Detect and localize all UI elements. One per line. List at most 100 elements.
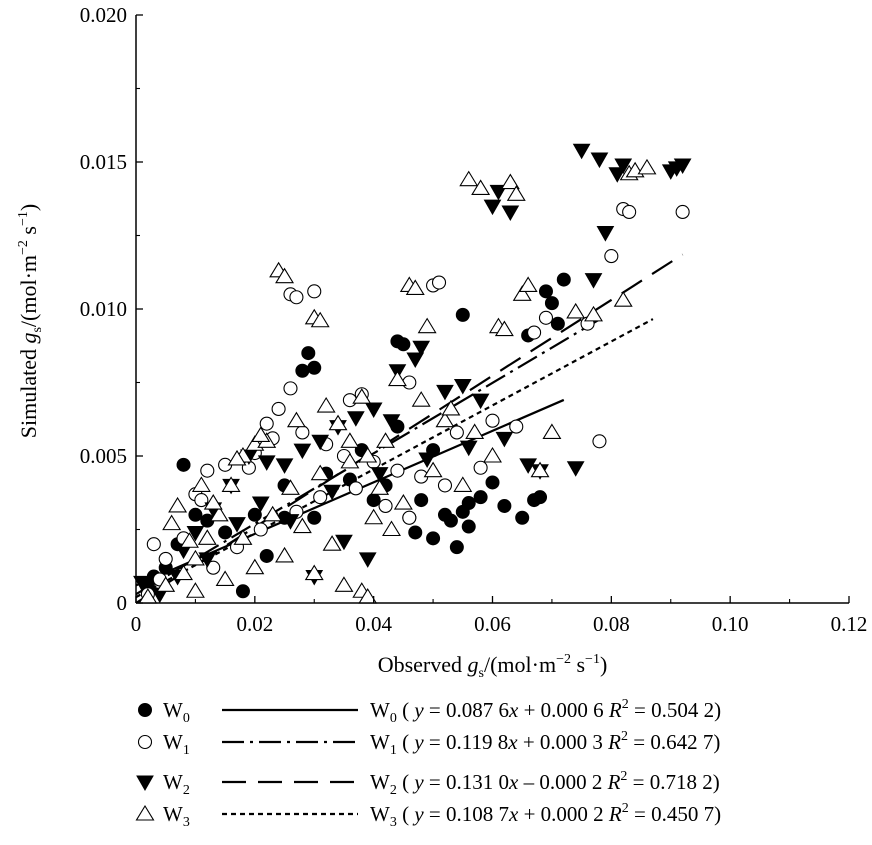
legend-equation: W3 ( y = 0.108 7x + 0.000 2 R2 = 0.450 7… [370,801,721,830]
fit-line-W3 [135,318,654,599]
axis-title-units: /(mol·m [16,255,41,327]
point-W1 [313,490,328,505]
point-W0 [247,507,262,522]
y-tick-label: 0.005 [80,444,127,468]
point-W3 [566,302,586,319]
point-W0 [544,296,559,311]
point-W0 [295,363,310,378]
legend-row-W0: W0 W0 ( y = 0.087 6x + 0.000 6 R2 = 0.504… [138,697,721,726]
x-tick-label: 0.06 [474,612,511,636]
point-W1 [527,325,542,340]
legend-series-sub: 3 [183,815,190,830]
x-tick-label: 0.04 [355,612,392,636]
legend-eq-intercept: – 0.000 2 [518,770,607,794]
point-W3 [162,514,182,531]
legend-eq-intercept: + 0.000 2 [518,802,609,826]
point-W1 [271,401,286,417]
point-W2 [584,273,603,289]
point-W3 [304,564,324,581]
point-W0 [485,475,500,490]
point-W2 [364,402,383,418]
point-W1 [146,537,161,552]
point-W1 [538,310,554,325]
legend-series-label: W1 [163,730,190,758]
legend-eq-r: R [607,730,621,754]
legend-marker-W3 [135,804,155,821]
point-W2 [370,467,389,483]
legend-row-W3: W3 W3 ( y = 0.108 7x + 0.000 2 R2 = 0.450… [135,801,721,830]
point-W3 [382,520,401,537]
point-W0 [235,584,250,599]
axis-title-mid: s [571,652,585,677]
axis-title-close: ) [16,204,41,211]
point-W2 [436,384,454,401]
point-W3 [530,461,550,478]
point-W1 [437,478,453,493]
point-W3 [227,449,247,466]
point-W0 [556,272,571,287]
point-W1 [509,419,524,434]
series-W3 [138,158,657,604]
point-W1 [295,425,310,440]
legend-eq-slope: = 0.119 8 [424,730,509,754]
point-W0 [301,346,316,361]
legend-eq-intercept: + 0.000 6 [518,698,609,722]
legend-eq-r: R [607,770,621,794]
point-W3 [310,311,330,328]
legend-series-label: W2 [163,770,190,798]
point-W3 [364,508,384,525]
legend-equation: W0 ( y = 0.087 6x + 0.000 6 R2 = 0.504 2… [370,697,721,726]
point-W3 [512,285,532,301]
legend-eq-name: W [370,730,390,754]
point-W2 [495,431,514,448]
legend-eq-y: y [412,730,424,754]
legend-eq-r2: = 0.450 7) [629,802,721,826]
point-W2 [453,378,472,395]
legend-series-sub: 0 [183,711,190,726]
point-W1 [622,204,637,220]
legend-series-name: W [163,802,183,826]
axes: 0 0.02 0.04 0.06 0.08 0.10 0.12 0 0.005 0.010 0.01… [16,3,867,681]
point-W2 [590,152,609,169]
point-W1 [283,381,298,396]
point-W0 [461,519,476,534]
point-W2 [596,226,615,242]
y-tick-label: 0 [117,591,128,615]
legend-eq-r: R [608,698,622,722]
point-W3 [376,432,396,448]
point-W2 [323,484,341,501]
point-W0 [461,496,476,511]
point-W3 [191,476,211,492]
axis-title-prefix: Simulated [16,344,41,439]
point-W1 [259,416,274,431]
point-W3 [637,158,657,175]
point-W2 [311,434,330,451]
point-W0 [218,525,233,540]
legend-eq-x: x [508,698,519,722]
point-W3 [417,317,437,334]
fit-lines [135,253,684,604]
legend-marker-W2 [136,775,154,792]
point-W2 [418,452,437,468]
legend-series-sub: 2 [183,783,190,798]
legend-series-sub: 1 [183,743,190,758]
axis-title-var: g [16,333,41,344]
legend-series-name: W [163,770,183,794]
point-W3 [459,170,479,187]
point-W0 [533,490,548,505]
axis-title-close: ) [600,652,607,677]
legend-eq-y: y [412,698,424,722]
point-W3 [405,279,425,295]
point-W0 [473,490,488,505]
point-W3 [423,461,443,478]
axis-title-exp: −2 [556,652,571,667]
legend-equation: W1 ( y = 0.119 8x + 0.000 3 R2 = 0.642 7… [370,729,720,758]
point-W3 [411,391,431,407]
legend-eq-name: W [370,770,390,794]
point-W0 [366,493,381,508]
x-tick-label: 0.12 [831,612,868,636]
point-W3 [233,529,253,545]
point-W3 [465,423,485,440]
y-tick-label: 0.020 [80,3,127,27]
point-W2 [566,461,585,477]
